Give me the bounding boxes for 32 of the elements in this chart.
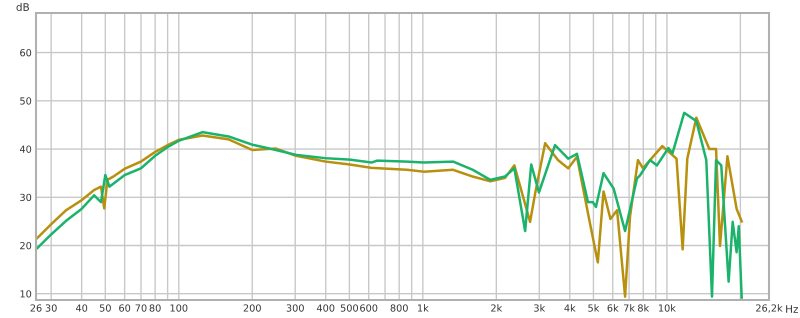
x-tick-label: 400 xyxy=(316,304,334,312)
y-tick-label: 10 xyxy=(20,290,32,298)
x-tick-label: 2k xyxy=(491,304,502,312)
x-tick-label: 200 xyxy=(244,304,261,312)
x-tick-label: 800 xyxy=(390,304,408,312)
x-tick-label: 600 xyxy=(360,304,378,312)
x-tick-label: 7k xyxy=(624,304,635,312)
y-tick-label: 20 xyxy=(20,242,32,250)
x-tick-label: 500 xyxy=(340,304,358,312)
x-tick-label: 1k xyxy=(418,304,429,312)
x-tick-label: 8k xyxy=(638,304,650,312)
x-tick-label: 4k xyxy=(564,304,576,312)
x-tick-label: 50 xyxy=(100,304,111,312)
x-tick-label: 100 xyxy=(170,304,188,312)
x-tick-label: 80 xyxy=(150,304,161,312)
x-tick-label: 6k xyxy=(608,304,619,312)
x-tick-label: 26,2k xyxy=(756,304,783,313)
x-axis-title: Hz xyxy=(786,305,798,313)
x-tick-label: 26 xyxy=(30,304,42,312)
x-tick-label: 30 xyxy=(46,304,57,312)
x-tick-label: 3k xyxy=(534,304,546,312)
x-tick-label: 40 xyxy=(76,304,88,312)
x-tick-label: 10k xyxy=(658,304,676,312)
y-tick-label: 60 xyxy=(20,49,32,56)
x-tick-label: 70 xyxy=(136,304,147,312)
y-axis-title: dB xyxy=(16,2,29,11)
x-tick-label: 60 xyxy=(119,304,130,312)
x-tick-label: 5k xyxy=(588,304,600,312)
y-tick-label: 40 xyxy=(20,146,32,153)
x-tick-label: 300 xyxy=(286,304,304,312)
y-tick-label: 50 xyxy=(20,97,32,105)
y-tick-label: 30 xyxy=(20,194,32,202)
